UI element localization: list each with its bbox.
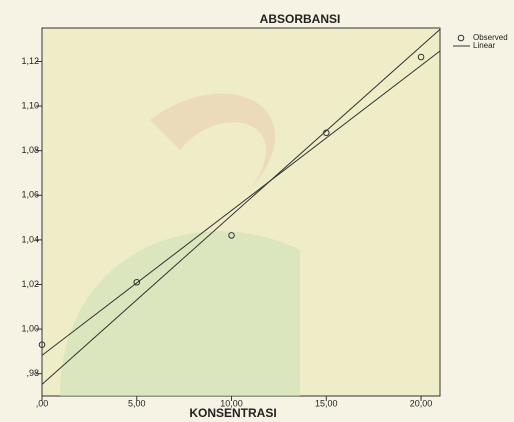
chart: ABSORBANSI KONSENTRASI ,981,001,021,041,… [0, 0, 514, 422]
y-tick-label: ,98 [26, 368, 39, 378]
y-tick-label: 1,08 [21, 145, 39, 155]
chart-title: ABSORBANSI [260, 12, 341, 26]
y-tick-label: 1,12 [21, 56, 39, 66]
y-tick-label: 1,02 [21, 279, 39, 289]
x-tick-label: 10,00 [220, 398, 243, 408]
page: ABSORBANSI KONSENTRASI ,981,001,021,041,… [0, 0, 514, 422]
x-tick-label: 5,00 [128, 398, 146, 408]
y-tick-label: 1,00 [21, 323, 39, 333]
x-tick-label: ,00 [36, 398, 49, 408]
legend-label: Linear [473, 41, 496, 50]
x-tick-label: 15,00 [315, 398, 338, 408]
x-tick-label: 20,00 [410, 398, 433, 408]
y-tick-label: 1,06 [21, 190, 39, 200]
y-tick-label: 1,04 [21, 234, 39, 244]
y-tick-label: 1,10 [21, 100, 39, 110]
